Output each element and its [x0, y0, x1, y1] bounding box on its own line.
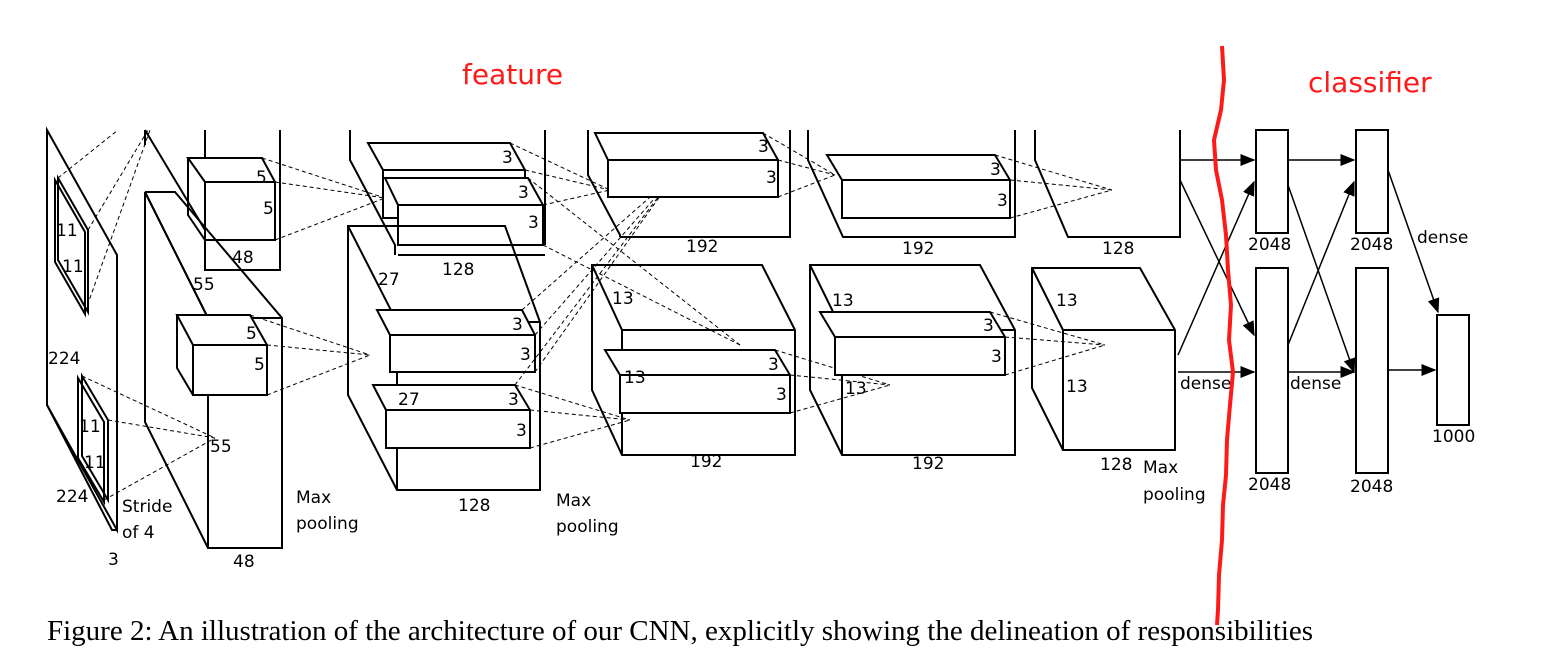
input-kernel-bottom — [77, 372, 109, 506]
conv2-top-depth: 128 — [442, 260, 474, 280]
conv1-top-k-a: 5 — [256, 168, 267, 188]
fc2-bot-size: 2048 — [1350, 477, 1393, 497]
conv1-top-depth: 48 — [232, 248, 254, 268]
fc1-bottom — [1255, 267, 1289, 474]
input-kernel-bot-a: 11 — [79, 417, 101, 437]
conv3-top-volume — [587, 130, 791, 238]
fc1-top-size: 2048 — [1248, 235, 1291, 255]
pool2-pooling: pooling — [556, 517, 619, 537]
feature-classifier-divider — [1211, 45, 1236, 626]
conv1-size: 55 — [193, 275, 215, 295]
conv4-bot-depth: 192 — [912, 454, 944, 474]
dense-label-output: dense — [1417, 228, 1468, 248]
conv3-conv4-connections — [762, 132, 891, 414]
input-volume — [46, 126, 118, 534]
conv5-bottom-volume — [1031, 267, 1176, 451]
conv2-bot-depth: 128 — [458, 496, 490, 516]
stride-label: Stride — [122, 497, 172, 517]
conv4-top-k-b: 3 — [997, 191, 1008, 211]
input-kernel-bot-b: 11 — [84, 453, 106, 473]
conv3-bot-depth: 192 — [690, 452, 722, 472]
conv2-top-k-b: 3 — [518, 183, 529, 203]
conv1-bot-k-a: 5 — [246, 324, 257, 344]
dense-arrows — [1177, 154, 1440, 378]
conv2-size: 27 — [378, 270, 400, 290]
pool3-max: Max — [1143, 458, 1178, 478]
input-kernel-top-a: 11 — [56, 221, 78, 241]
conv2-top-k-c: 3 — [528, 213, 539, 233]
input-kernel-top — [54, 174, 89, 318]
conv1-bottom-kernel — [175, 314, 268, 396]
conv4-bottom-kernel — [818, 311, 1006, 376]
conv1-top-k-b: 5 — [263, 199, 274, 219]
pool2-max: Max — [556, 491, 591, 511]
conv1-bot-k-b: 5 — [254, 355, 265, 375]
conv3-size: 13 — [612, 289, 634, 309]
conv3-top-k-a: 3 — [758, 137, 769, 157]
conv4-top-k-a: 3 — [990, 160, 1001, 180]
feature-annotation: feature — [462, 58, 563, 91]
conv4-top-volume — [807, 130, 1016, 238]
conv2-top-volume — [349, 130, 546, 256]
conv4-bot-k-b: 3 — [991, 347, 1002, 367]
dense-label-fc1: dense — [1180, 374, 1231, 394]
pool1-max: Max — [296, 488, 331, 508]
conv2-bot-k-a: 3 — [512, 315, 523, 335]
conv2-bot-size: 27 — [398, 390, 420, 410]
fc1-bot-size: 2048 — [1248, 475, 1291, 495]
conv4-top-kernel — [825, 154, 1011, 219]
conv1-bot-size: 55 — [210, 437, 232, 457]
conv3-bot-k-a: 3 — [768, 355, 779, 375]
input-depth-label: 3 — [108, 550, 119, 570]
conv5-bot-depth: 128 — [1100, 455, 1132, 475]
fc2-bottom — [1355, 267, 1389, 474]
conv5-bot-size: 13 — [1066, 377, 1088, 397]
conv4-size: 13 — [832, 291, 854, 311]
dense-label-fc2: dense — [1290, 374, 1341, 394]
conv3-top-depth: 192 — [686, 237, 718, 257]
conv3-top-k-b: 3 — [766, 168, 777, 188]
conv2-bot-k-c: 3 — [508, 390, 519, 410]
fc2-top-size: 2048 — [1350, 235, 1393, 255]
pool3-pooling: pooling — [1143, 485, 1206, 505]
fc1-top — [1255, 129, 1289, 234]
conv3-bot-size: 13 — [624, 368, 646, 388]
conv1-bot-depth: 48 — [233, 552, 255, 572]
conv5-top-depth: 128 — [1102, 239, 1134, 259]
conv5-size: 13 — [1056, 291, 1078, 311]
classifier-annotation: classifier — [1308, 66, 1432, 99]
figure-caption: Figure 2: An illustration of the archite… — [47, 615, 1313, 647]
conv4-top-depth: 192 — [902, 239, 934, 259]
conv4-conv5-connections — [989, 154, 1113, 376]
output-size: 1000 — [1432, 427, 1475, 447]
fc2-top — [1355, 129, 1389, 234]
input-width-label: 224 — [56, 487, 88, 507]
conv4-bot-k-a: 3 — [983, 316, 994, 336]
conv2-bottom-kernel-2 — [371, 384, 531, 449]
pool1-pooling: pooling — [296, 514, 359, 534]
input-conv1-connections — [57, 129, 216, 501]
conv1-conv2-connections — [249, 157, 386, 396]
stride-of-label: of 4 — [122, 523, 155, 543]
conv4-bot-size: 13 — [845, 379, 867, 399]
conv2-top-k-a: 3 — [502, 148, 513, 168]
conv2-bot-k-d: 3 — [516, 421, 527, 441]
conv3-bot-k-b: 3 — [776, 385, 787, 405]
input-height-label: 224 — [48, 349, 80, 369]
conv5-top-volume — [1034, 130, 1181, 238]
conv2-bot-k-b: 3 — [520, 345, 531, 365]
conv3-top-kernel — [593, 132, 779, 198]
input-kernel-top-b: 11 — [62, 257, 84, 277]
output-layer — [1436, 314, 1470, 426]
